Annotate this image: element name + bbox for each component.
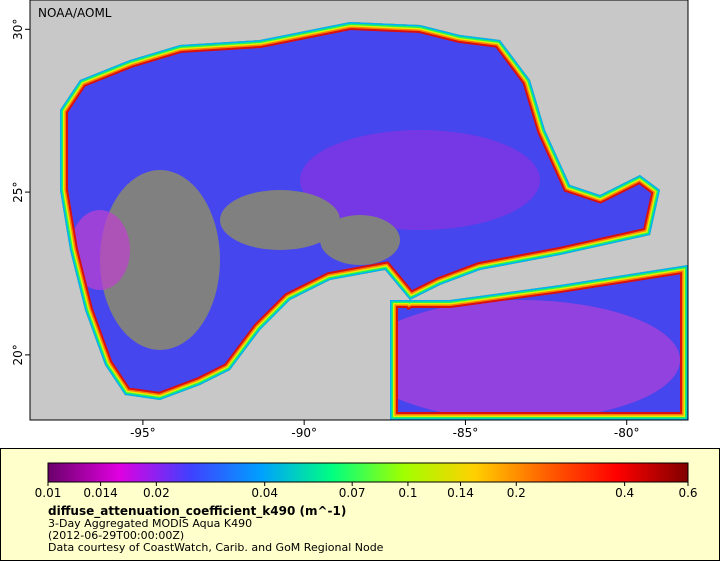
variable-name: diffuse_attenuation_coefficient_k490 (m^… xyxy=(48,504,346,519)
colorbar-tick-label: 0.014 xyxy=(83,486,117,500)
colorbar xyxy=(47,462,689,483)
map: NOAA/AOML xyxy=(29,0,689,421)
lon-tick-label: -95° xyxy=(130,426,156,440)
credit: Data courtesy of CoastWatch, Carib. and … xyxy=(48,541,384,554)
colorbar-tick-label: 0.1 xyxy=(398,486,417,500)
colorbar-tick-label: 0.2 xyxy=(507,486,526,500)
lon-tick-label: -90° xyxy=(291,426,317,440)
source-label: NOAA/AOML xyxy=(38,6,112,20)
description: 3-Day Aggregated MODIS Aqua K490 xyxy=(48,517,252,530)
colorbar-tick-label: 0.01 xyxy=(35,486,62,500)
colorbar-tick-label: 0.14 xyxy=(447,486,474,500)
colorbar-tick-label: 0.4 xyxy=(615,486,634,500)
colorbar-tick-label: 0.07 xyxy=(339,486,366,500)
colorbar-tick-label: 0.02 xyxy=(143,486,170,500)
lat-tick-label: 30° xyxy=(11,19,25,40)
colorbar-tick-label: 0.6 xyxy=(678,486,697,500)
legend-panel: diffuse_attenuation_coefficient_k490 (m^… xyxy=(0,448,720,561)
time: (2012-06-29T00:00:00Z) xyxy=(48,529,184,542)
lat-tick-label: 20° xyxy=(11,344,25,365)
lat-tick-label: 25° xyxy=(11,181,25,202)
lon-tick-label: -80° xyxy=(614,426,640,440)
lon-tick-label: -85° xyxy=(453,426,479,440)
colorbar-tick-label: 0.04 xyxy=(251,486,278,500)
map-frame xyxy=(29,0,689,421)
